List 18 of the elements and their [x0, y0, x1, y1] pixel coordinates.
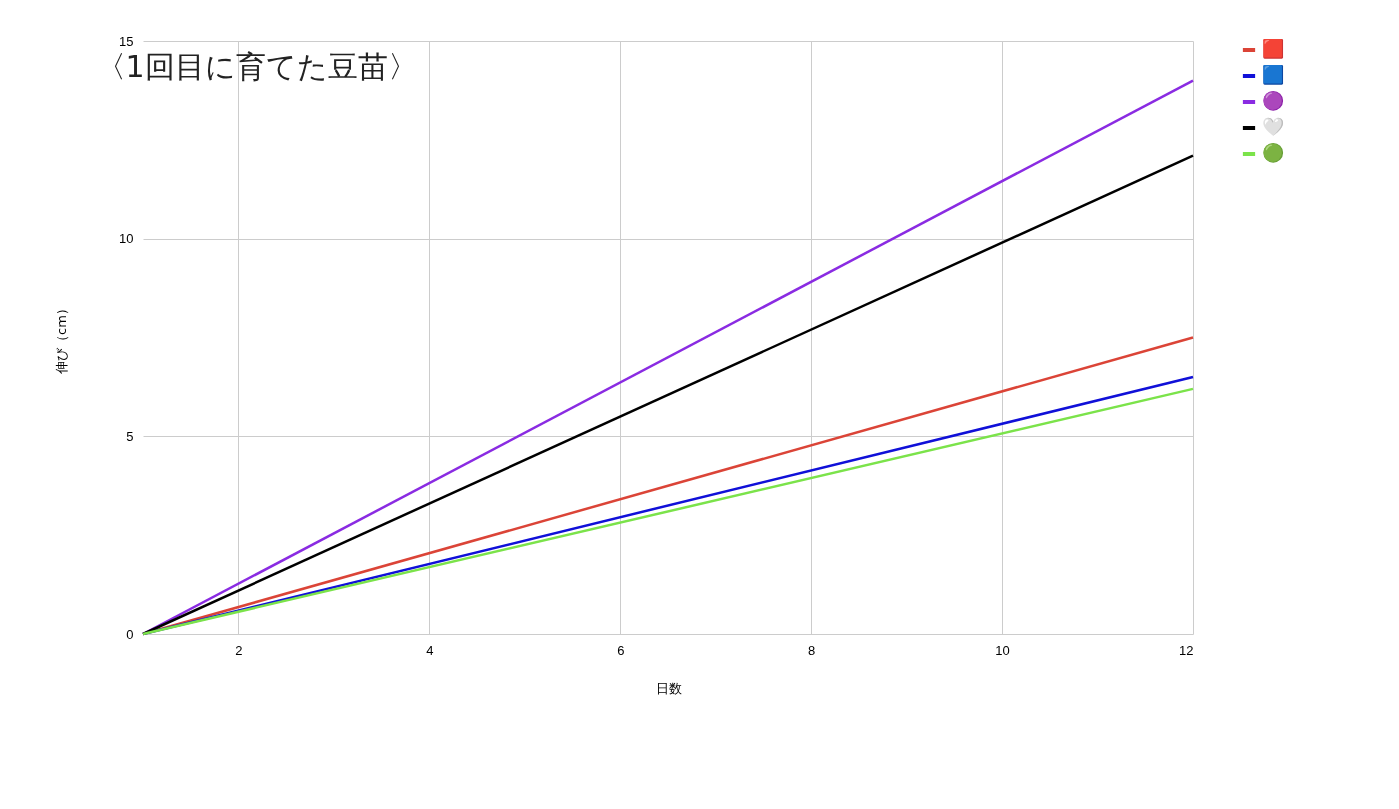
chart-title: 〈1回目に育てた豆苗〉: [95, 49, 418, 84]
x-tick-label: 8: [808, 642, 816, 658]
legend-label: 🟥: [1262, 38, 1284, 59]
legend-label: 🟣: [1262, 90, 1284, 111]
y-tick-label: 5: [126, 428, 134, 444]
x-tick-label: 6: [617, 642, 625, 658]
x-axis-title: 日数: [655, 680, 682, 696]
x-tick-label: 2: [235, 642, 243, 658]
y-axis-title: 伸び（cm）: [54, 302, 70, 375]
x-tick-label: 10: [995, 642, 1010, 658]
y-tick-label: 0: [126, 626, 134, 642]
legend-label: 🟦: [1262, 64, 1284, 85]
y-tick-label: 15: [119, 33, 134, 49]
legend-label: 🤍: [1262, 117, 1285, 137]
x-tick-label: 4: [426, 642, 434, 658]
x-tick-label: 12: [1179, 642, 1194, 658]
y-tick-label: 10: [119, 231, 134, 247]
legend-label: 🟢: [1262, 142, 1284, 163]
